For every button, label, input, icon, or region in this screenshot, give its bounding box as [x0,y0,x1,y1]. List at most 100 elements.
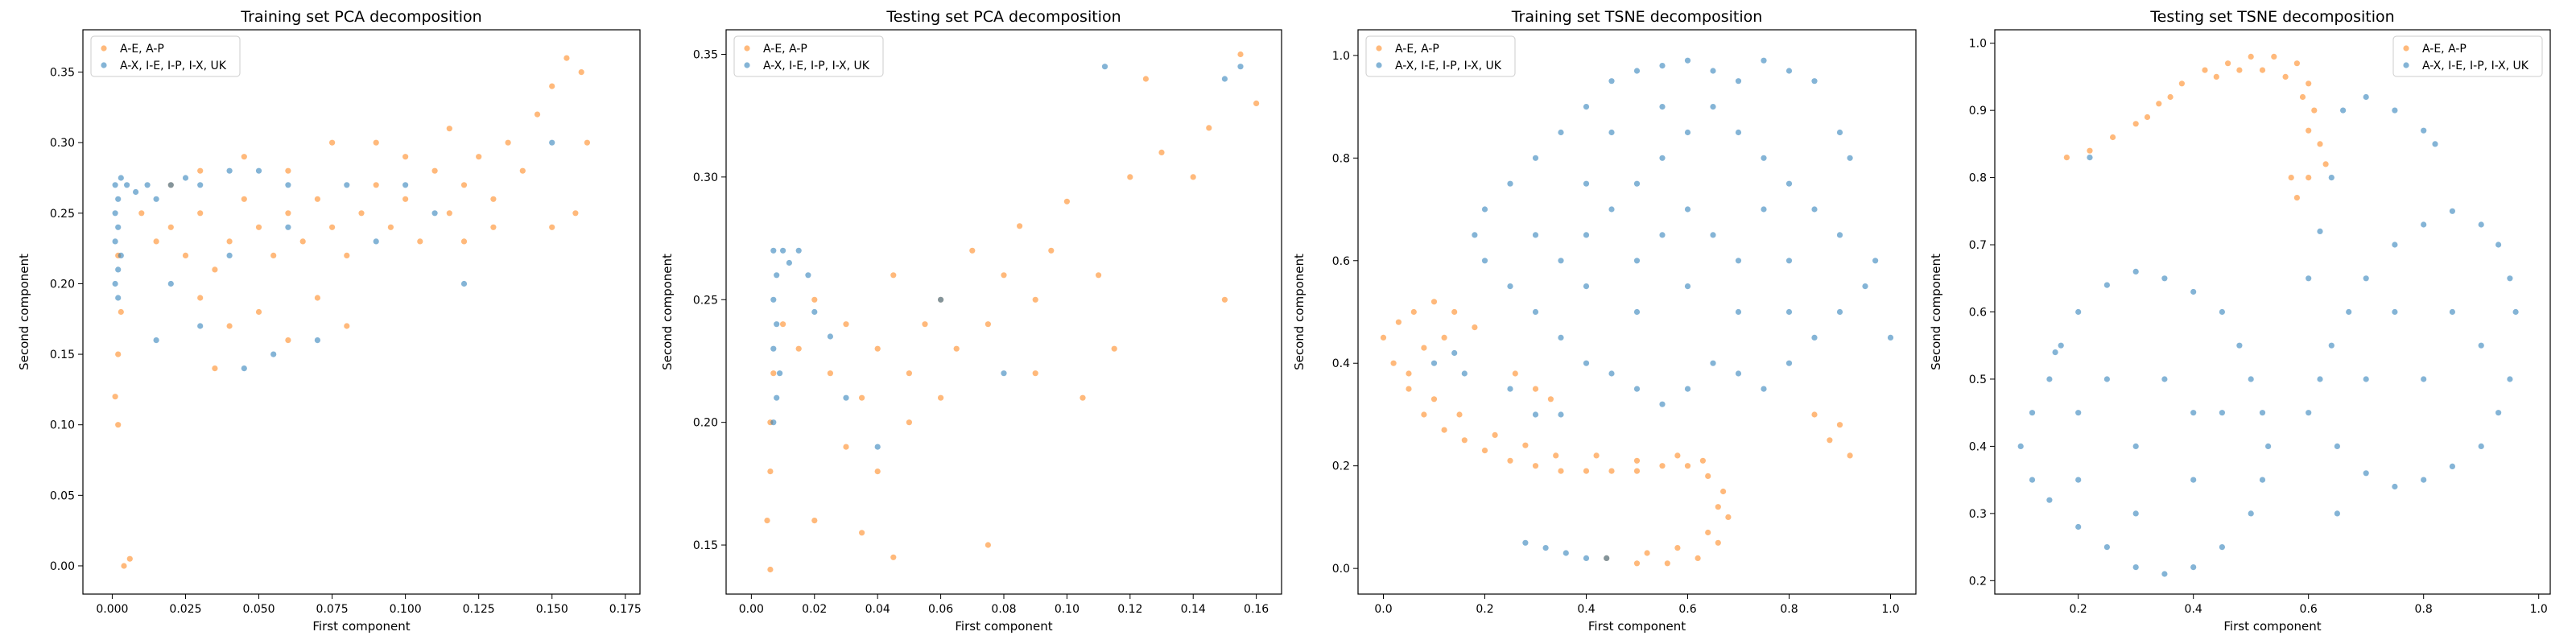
data-point [2075,308,2082,316]
data-point [777,370,783,377]
data-point [774,321,780,328]
data-point [197,295,204,301]
legend-label: A-X, I-E, I-P, I-X, UK [120,60,227,72]
data-point [1430,299,1438,305]
data-point [299,238,306,245]
y-tick-label: 0.30 [693,171,718,184]
data-point [505,139,511,146]
x-tick-label: 0.025 [169,603,201,616]
data-point [549,224,555,230]
data-point [2052,349,2058,356]
data-point [115,266,122,273]
data-point [1811,78,1818,85]
data-point [2363,275,2369,282]
x-tick-label: 0.150 [536,603,568,616]
data-point [2322,161,2329,167]
x-tick-label: 0.14 [1181,603,1206,616]
data-point [2507,376,2513,382]
legend-label: A-E, A-P [2422,43,2467,56]
data-point [906,419,912,426]
series-0 [1380,299,1853,567]
data-point [1847,452,1853,459]
data-point [2306,127,2312,134]
data-point [2087,155,2093,161]
data-point [780,321,786,328]
data-point [2161,571,2168,577]
data-point [1001,272,1007,279]
data-point [1583,232,1590,238]
data-point [124,182,130,188]
data-point [1811,334,1818,341]
data-point [2132,121,2139,127]
data-point [1532,463,1539,469]
data-point [2132,443,2139,450]
data-point [285,224,291,230]
legend-label: A-E, A-P [1395,43,1439,56]
data-point [476,154,482,160]
y-tick-label: 0.5 [1969,374,1987,386]
data-point [1522,442,1529,448]
data-point [1558,411,1564,418]
data-point [584,139,591,146]
data-point [182,252,189,258]
legend-marker [744,45,750,52]
data-point [1558,334,1564,341]
data-point [770,370,777,377]
data-point [1862,283,1868,290]
data-point [1558,129,1564,136]
axes-frame [1357,29,1917,595]
data-point [226,238,233,245]
data-point [2103,376,2110,382]
data-point [770,247,777,254]
y-tick-label: 0.3 [1969,508,1987,521]
y-tick-label: 0.6 [1332,255,1350,268]
legend-label: A-X, I-E, I-P, I-X, UK [763,60,870,72]
data-point [774,272,780,279]
series-0 [112,55,591,569]
data-point [1735,370,1742,377]
data-point [770,296,777,303]
data-point [1101,64,1108,70]
data-point [2248,510,2254,517]
data-point [2213,73,2219,80]
data-point [1710,232,1716,238]
data-point [1461,437,1468,444]
data-point [2132,564,2139,571]
data-point [2271,53,2277,60]
data-point [2144,114,2151,121]
data-point [1608,370,1615,377]
x-tick-label: 0.8 [1780,603,1798,616]
data-point [874,444,881,450]
data-point [2512,308,2519,316]
x-tick-label: 0.02 [802,603,827,616]
data-point [373,238,379,245]
data-point [1608,129,1615,136]
data-point [2293,195,2300,201]
data-point [780,247,786,254]
data-point [1608,78,1615,85]
data-point [1720,488,1727,495]
data-point [2432,141,2438,147]
data-point [1532,155,1539,161]
data-point [2317,228,2323,234]
data-point [1080,394,1086,401]
data-point [1684,283,1691,290]
data-point [1472,324,1478,331]
data-point [197,182,204,188]
data-point [2132,510,2139,517]
data-point [1710,104,1716,110]
data-point [182,175,189,181]
data-point [1659,155,1666,161]
data-point [358,210,365,217]
data-point [938,296,944,303]
data-point [1237,51,1244,58]
data-point [1785,180,1793,187]
legend-marker [2403,45,2409,52]
data-point [1512,370,1518,377]
data-point [460,280,468,287]
data-point [1674,452,1681,459]
data-point [859,394,865,401]
data-point [906,370,912,377]
data-point [212,365,218,372]
data-point [1542,545,1549,551]
